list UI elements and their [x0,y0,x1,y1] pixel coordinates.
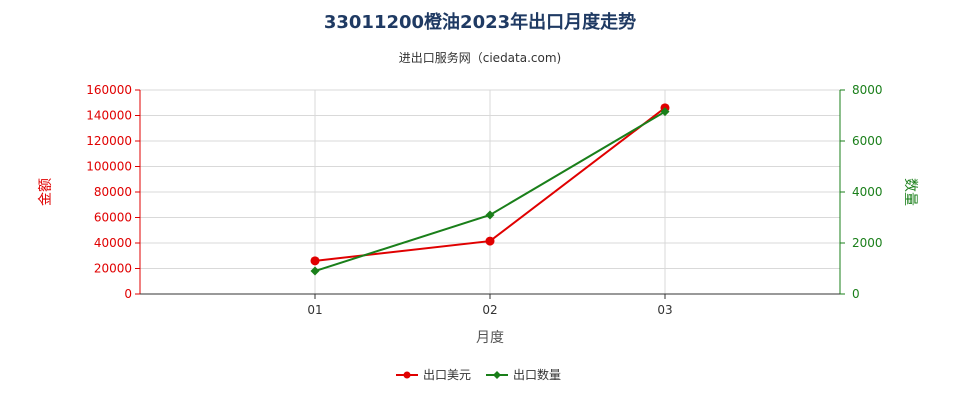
legend-item-usd[interactable]: 出口美元 [396,368,471,382]
data-point-qty[interactable] [660,107,670,117]
y-left-tick-label: 60000 [94,211,132,225]
y-left-tick-label: 0 [124,287,132,301]
grid-layer [140,89,840,294]
y-axis-right-title: 数量 [902,178,918,206]
legend-marker-usd [403,371,411,379]
y-right-tick-label: 2000 [852,236,883,250]
y-left-tick-label: 100000 [86,160,132,174]
x-tick-label: 02 [482,303,497,317]
data-point-qty[interactable] [485,210,495,220]
y-left-tick-label: 160000 [86,83,132,97]
x-tick-label: 03 [657,303,672,317]
y-right-tick-label: 6000 [852,134,883,148]
y-left-tick-label: 120000 [86,134,132,148]
legend-label-qty: 出口数量 [513,367,561,382]
series-layer [310,103,670,276]
data-point-usd[interactable] [485,236,495,246]
y-right-tick-label: 8000 [852,83,883,97]
data-point-usd[interactable] [310,256,320,266]
legend-marker-qty [493,371,501,379]
chart-title: 33011200橙油2023年出口月度走势 [324,11,636,33]
legend-item-qty[interactable]: 出口数量 [486,367,561,382]
y-left-tick-label: 40000 [94,236,132,250]
legend: 出口美元 出口数量 [396,367,561,382]
y-right-tick-label: 4000 [852,185,883,199]
y-axis-left-title: 金额 [38,178,54,206]
y-right-tick-label: 0 [852,287,860,301]
legend-label-usd: 出口美元 [423,368,471,382]
y-left-tick-label: 80000 [94,185,132,199]
y-left-tick-label: 140000 [86,109,132,123]
y-left-tick-label: 20000 [94,262,132,276]
chart-subtitle: 进出口服务网（ciedata.com) [399,50,561,65]
x-tick-label: 01 [307,303,322,317]
x-axis-title: 月度 [476,330,504,346]
data-point-qty[interactable] [310,266,320,276]
ticks-layer: 0200004000060000800001000001200001400001… [86,83,882,317]
